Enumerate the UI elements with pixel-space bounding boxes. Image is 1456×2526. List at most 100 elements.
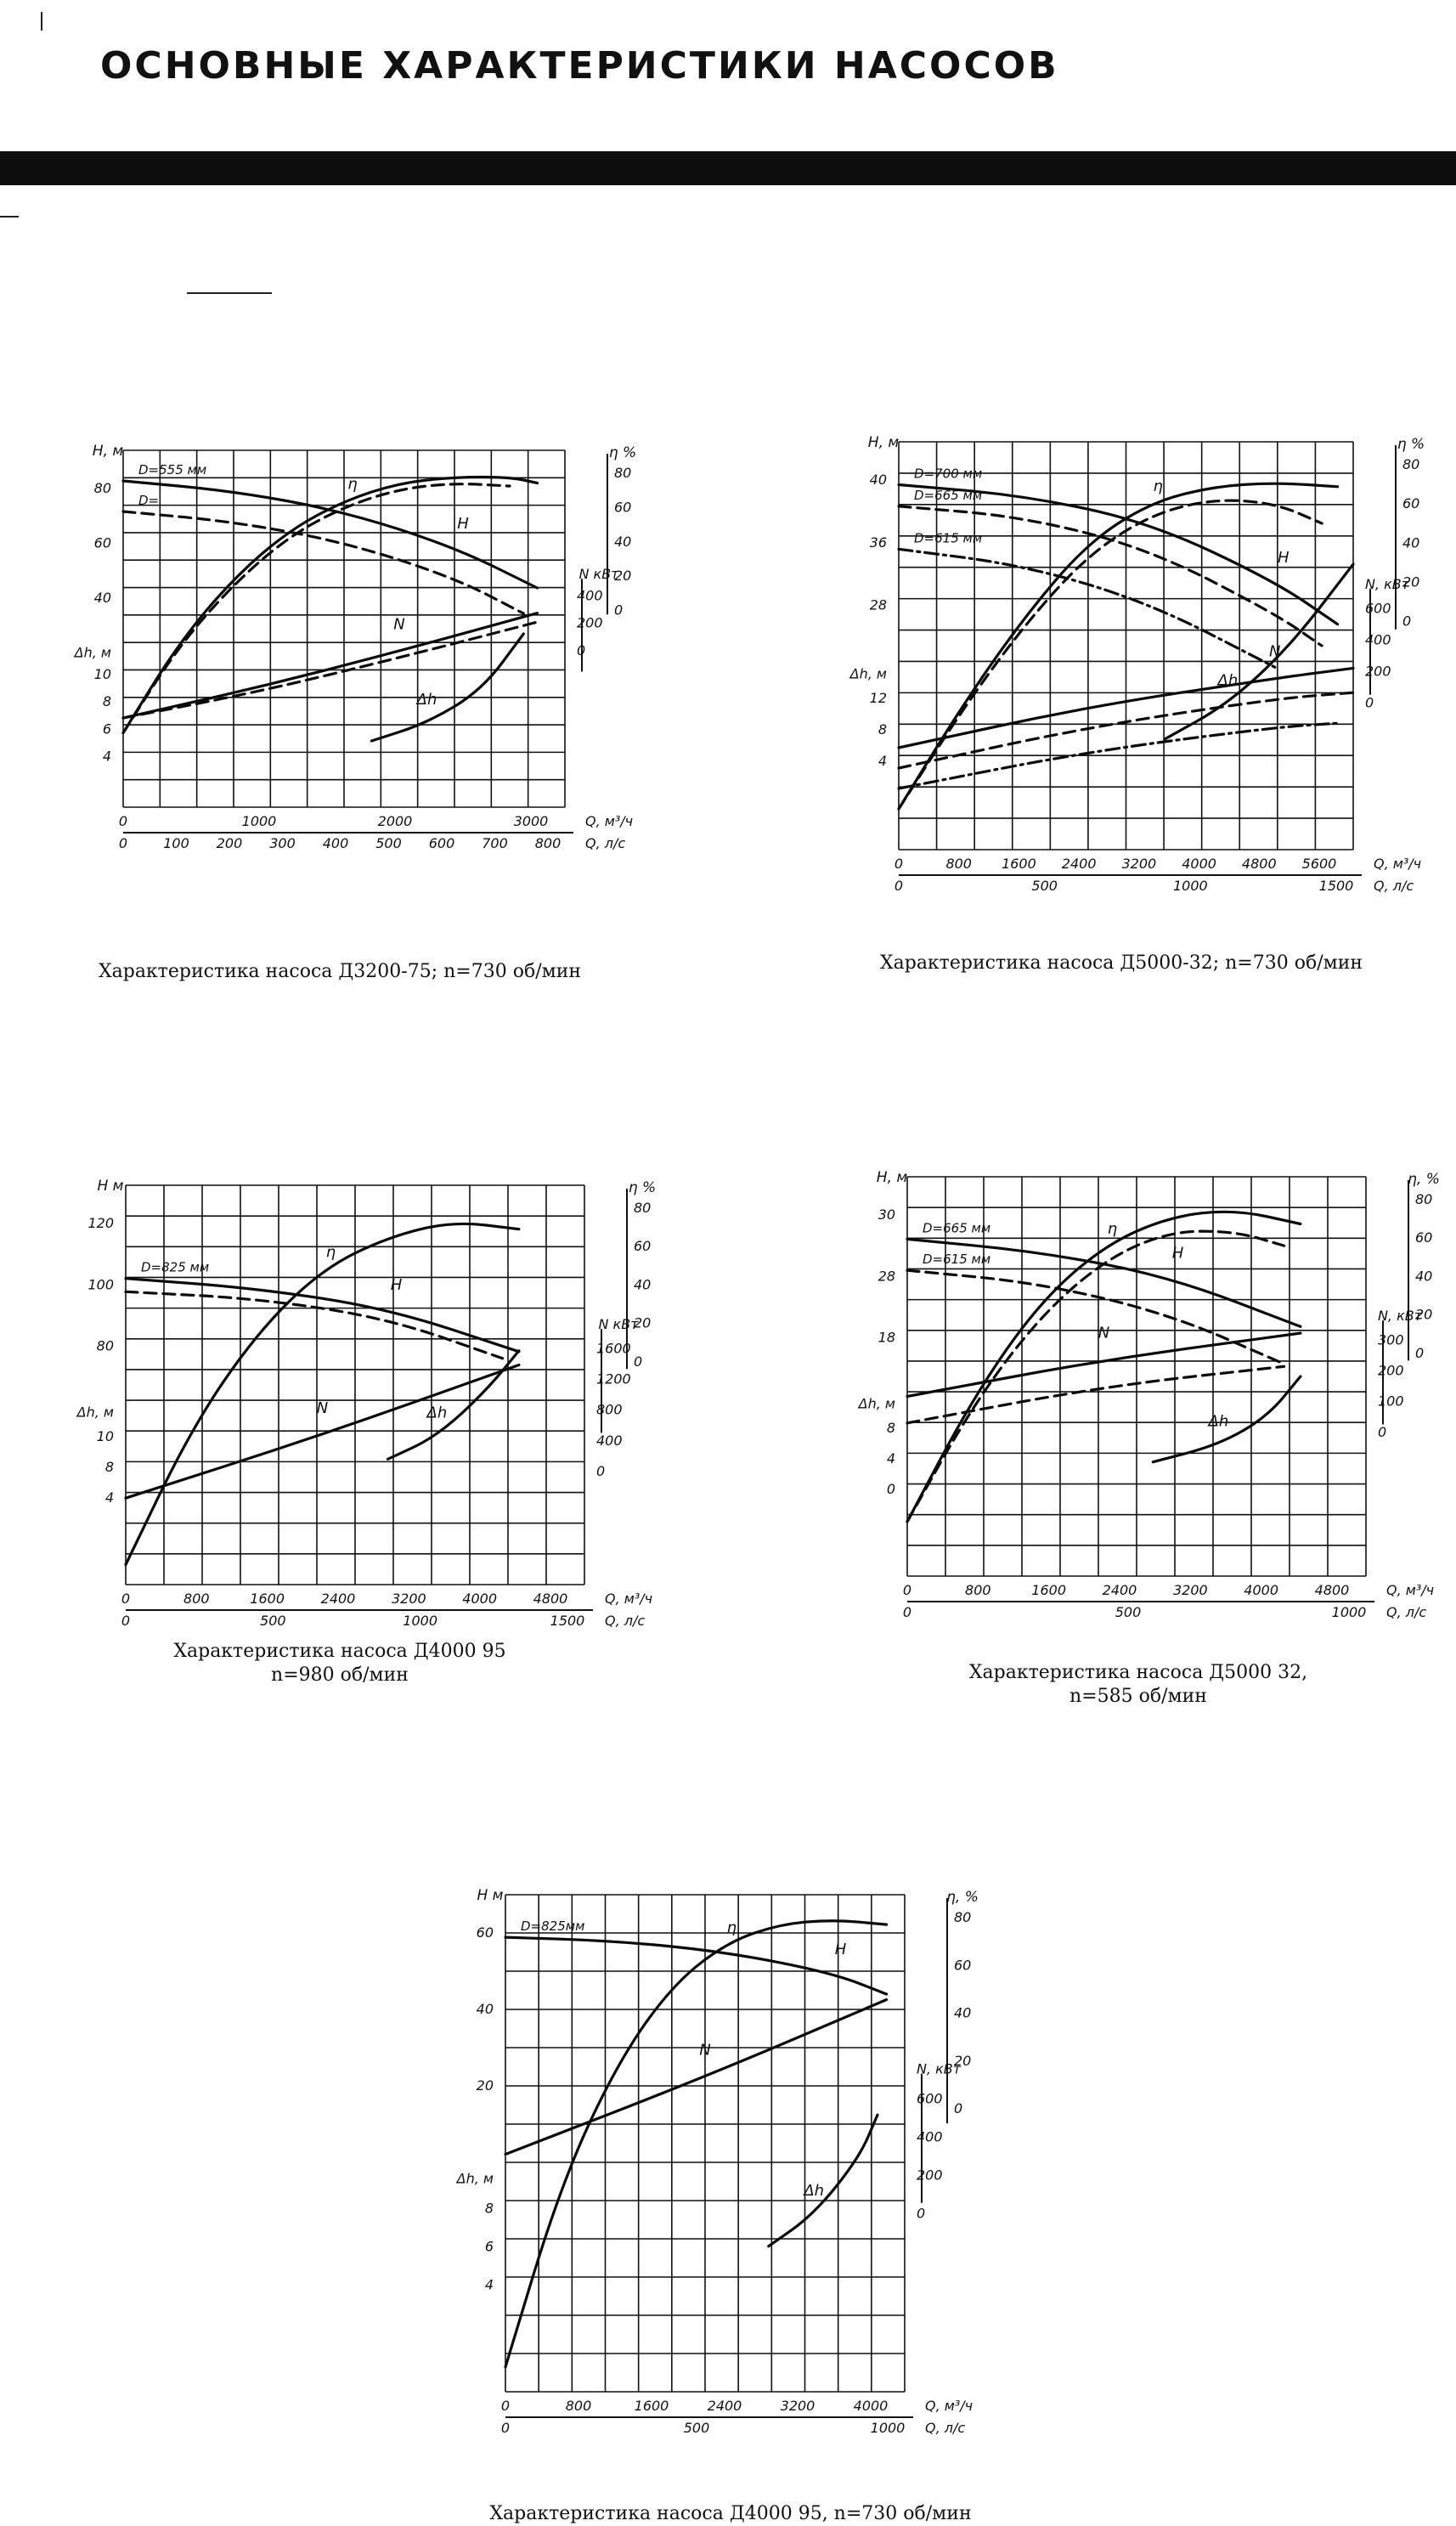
series-npsh-curve-6 [1151, 1375, 1302, 1464]
npsh-axis-tick: 0 [887, 1481, 895, 1497]
x-bottom-tick: 800 [535, 835, 562, 851]
efficiency-axis-tick: 40 [614, 534, 631, 550]
npsh-axis-tick: 8 [103, 693, 111, 709]
npsh-axis-tick: 8 [105, 1459, 114, 1475]
power-axis-tick: 400 [917, 2129, 943, 2145]
efficiency-axis-tick: 40 [1415, 1268, 1432, 1284]
npsh-axis-label: Δh, м [849, 665, 887, 681]
page-title: ОСНОВНЫЕ ХАРАКТЕРИСТИКИ НАСОСОВ [100, 44, 1059, 88]
efficiency-axis-tick: 60 [1415, 1229, 1432, 1246]
left-axis-label: H, м [877, 1169, 908, 1186]
npsh-axis-tick: 6 [485, 2238, 494, 2254]
power-curve-label: N [1098, 1324, 1109, 1342]
left-axis-tick: 80 [94, 480, 111, 496]
head-curve-label: H [1172, 1245, 1184, 1263]
x-bottom-tick: 500 [1115, 1604, 1142, 1620]
series-diameter-label: D=665 мм [914, 488, 982, 503]
x-bottom-tick: 1000 [871, 2420, 906, 2436]
x-top-tick: 2400 [1062, 856, 1097, 872]
series-head-curve-0 [124, 1277, 521, 1353]
efficiency-axis-tick: 20 [1415, 1307, 1432, 1323]
power-axis-tick: 800 [596, 1402, 623, 1418]
npsh-axis-label: Δh, м [455, 2170, 494, 2186]
x-top-tick: 1600 [635, 2398, 669, 2414]
power-axis-label: N, кВт [1378, 1308, 1423, 1324]
npsh-axis-tick: 4 [887, 1450, 895, 1466]
x-bottom-tick: 0 [121, 1613, 130, 1629]
series-power-curve-4 [906, 1331, 1302, 1399]
x-bottom-tick: 700 [482, 835, 508, 851]
x-bottom-tick: 500 [684, 2420, 710, 2436]
series-npsh-curve-6 [370, 632, 525, 743]
series-efficiency-curve-2 [124, 1222, 521, 1567]
power-axis-tick: 0 [1378, 1424, 1386, 1440]
chart-caption: Характеристика насоса Д4000 95 n=980 об/м… [59, 1640, 620, 1687]
efficiency-axis-tick: 60 [614, 499, 631, 515]
efficiency-curve-label: η [326, 1244, 336, 1262]
efficiency-axis-tick: 0 [1415, 1345, 1424, 1361]
x-top-tick: 1600 [250, 1591, 285, 1607]
series-diameter-label: D= [138, 493, 159, 508]
x-bottom-tick: 200 [217, 835, 243, 851]
efficiency-axis-tick: 40 [1402, 534, 1419, 551]
left-axis-tick: 18 [878, 1330, 895, 1346]
x-top-tick: 0 [894, 856, 903, 872]
x-bottom-tick: 400 [323, 835, 349, 851]
chart-caption-line: Характеристика насоса Д5000 32, [968, 1662, 1308, 1683]
title-rule [0, 151, 1456, 185]
left-axis-label: H м [97, 1178, 123, 1195]
x-bottom-tick: 500 [375, 835, 402, 851]
efficiency-curve-label: η [1153, 478, 1162, 495]
chart-caption: Характеристика насоса Д3200-75; n=730 об… [59, 960, 620, 984]
npsh-axis-tick: 8 [878, 721, 887, 737]
efficiency-axis-tick: 20 [1402, 574, 1419, 590]
series-efficiency-curve-4 [897, 499, 1323, 811]
power-axis-tick: 0 [917, 2206, 925, 2222]
efficiency-axis-tick: 0 [634, 1353, 642, 1370]
efficiency-axis-tick: 40 [634, 1276, 651, 1292]
chart-caption-line: Характеристика насоса Д4000 95 [173, 1641, 506, 1662]
power-axis-tick: 0 [1365, 694, 1374, 710]
grid [898, 441, 1354, 850]
series-diameter-label: D=825мм [521, 1919, 584, 1934]
x-top-axis-label: Q, м³/ч [605, 1591, 652, 1607]
npsh-axis-label: Δh, м [73, 645, 111, 661]
left-axis-tick: 28 [878, 1268, 895, 1284]
x-top-tick: 4800 [1315, 1582, 1350, 1598]
x-top-tick: 1000 [242, 813, 277, 829]
x-top-axis-label: Q, м³/ч [925, 2398, 973, 2414]
grid [505, 1894, 906, 2393]
x-bottom-axis-label: Q, л/с [1386, 1604, 1426, 1620]
x-bottom-tick: 1000 [1332, 1604, 1367, 1620]
power-axis-tick: 200 [1365, 663, 1391, 679]
scan-speck-left [0, 216, 19, 218]
npsh-axis-tick: 6 [103, 721, 111, 737]
chart-caption-line: Характеристика насоса Д4000 95, n=730 об… [489, 2503, 972, 2524]
series-diameter-label: D=665 мм [923, 1220, 990, 1235]
left-axis-tick: 100 [87, 1276, 114, 1292]
efficiency-axis-tick: 60 [954, 1957, 971, 1973]
left-axis-tick: 28 [870, 597, 887, 613]
left-axis-tick: 36 [870, 534, 887, 551]
power-axis-label: N кВт [578, 566, 619, 582]
x-bottom-tick: 0 [501, 2420, 510, 2436]
x-bottom-axis-label: Q, л/с [1374, 878, 1414, 894]
series-diameter-label: D=700 мм [914, 466, 982, 482]
x-bottom-axis-label: Q, л/с [585, 835, 625, 851]
left-axis-tick: 30 [878, 1206, 895, 1223]
npsh-axis-tick: 8 [485, 2200, 494, 2216]
npsh-axis-tick: 4 [485, 2276, 494, 2292]
series-diameter-label: D=555 мм [138, 462, 206, 478]
power-curve-label: N [393, 615, 404, 633]
x-top-tick: 3200 [781, 2398, 815, 2414]
scan-speck-top-left [41, 12, 42, 31]
x-bottom-tick: 100 [163, 835, 189, 851]
x-bottom-tick: 500 [1031, 878, 1058, 894]
chart-caption: Характеристика насоса Д5000-32; n=730 об… [815, 952, 1427, 975]
power-axis-tick: 0 [596, 1463, 605, 1479]
series-power-curve-4 [121, 611, 539, 720]
npsh-axis-tick: 4 [103, 749, 111, 765]
power-axis-tick: 600 [1365, 601, 1391, 617]
efficiency-axis-tick: 0 [954, 2100, 962, 2116]
left-axis-label: H, м [868, 434, 900, 451]
